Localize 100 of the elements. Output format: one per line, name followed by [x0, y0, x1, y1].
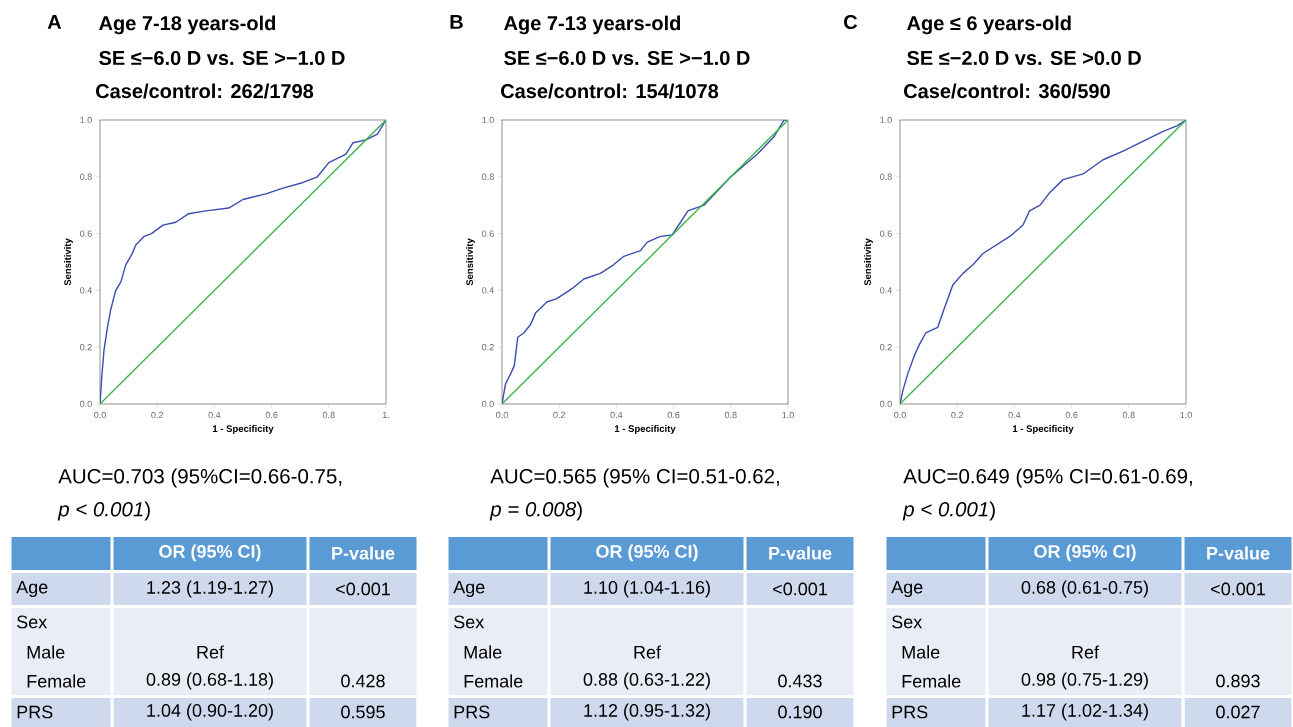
text: Age — [891, 580, 923, 598]
y-tick-label: 0.0 — [80, 400, 92, 408]
x-tick-label: 0.6 — [1065, 411, 1078, 419]
text: AUC=0.703 (95%CI=0.66-0.75, — [58, 468, 342, 488]
text: P-value — [332, 546, 395, 560]
text: p < 0.001) — [57, 501, 150, 521]
y-tick-label: 1.0 — [80, 116, 92, 124]
text: 1.12 (0.95-1.32) — [584, 703, 710, 721]
y-tick-label: 0.6 — [482, 230, 494, 237]
x-tick-label: 0.4 — [1008, 411, 1021, 419]
text: Ref — [197, 645, 225, 659]
text: C — [844, 14, 858, 30]
text: 0.428 — [341, 674, 385, 688]
text: 1.10 (1.04-1.16) — [584, 580, 710, 598]
text: OR (95% CI) — [596, 544, 698, 562]
text: P-value — [769, 546, 832, 560]
x-tick-label: 0.4 — [610, 411, 623, 419]
text: P-value — [1207, 546, 1270, 560]
text: AUC=0.649 (95% CI=0.61-0.69, — [903, 468, 1192, 488]
y-tick-label: 0.6 — [80, 230, 92, 237]
text: Male — [464, 645, 502, 659]
text: 0.190 — [778, 705, 822, 719]
chart-title: Age 7-18 years-old — [99, 15, 276, 35]
chart-title: Age ≤ 6 years-old — [907, 15, 1071, 35]
y-tick-label: 0.2 — [482, 343, 494, 351]
y-tick-label: 0.4 — [80, 287, 92, 294]
text: PRS — [454, 705, 490, 719]
y-tick-label: 0.0 — [880, 400, 892, 408]
text: OR (95% CI) — [159, 544, 261, 562]
text: PRS — [17, 705, 53, 719]
text: Sex — [892, 615, 923, 629]
text: Ref — [1072, 645, 1100, 659]
x-tick-label: 0.2 — [151, 411, 164, 419]
text: AUC=0.565 (95% CI=0.51-0.62, — [490, 468, 779, 488]
x-tick-label: 0.0 — [894, 411, 906, 419]
text: 1.04 (0.90-1.20) — [147, 703, 273, 721]
x-tick-label: 0.0 — [94, 411, 106, 419]
x-tick-label: 0.6 — [265, 411, 278, 419]
y-tick-label: 1.0 — [880, 116, 892, 124]
x-axis-title: 1 - Specificity — [614, 425, 676, 434]
x-axis-title: 1 - Specificity — [212, 425, 274, 434]
text: Female — [902, 674, 961, 688]
text: A — [47, 15, 62, 29]
chart-subtitle: SE ≤−6.0 D vs. SE >−1.0 D — [504, 50, 750, 66]
y-tick-label: 0.6 — [880, 230, 892, 237]
text: <0.001 — [1211, 582, 1265, 596]
text: OR (95% CI) — [1034, 544, 1136, 562]
text: Sex — [17, 615, 48, 629]
x-tick-label: 0.8 — [1122, 411, 1135, 419]
x-tick-label: 0.6 — [667, 411, 680, 419]
y-tick-label: 0.2 — [880, 343, 892, 351]
text: Male — [27, 645, 65, 659]
chart-subtitle: SE ≤−6.0 D vs. SE >−1.0 D — [99, 50, 345, 66]
line-series — [502, 119, 789, 404]
x-axis-title: 1 - Specificity — [1012, 425, 1074, 434]
text: 0.433 — [778, 674, 822, 688]
text: Female — [464, 674, 523, 688]
text: Age — [16, 580, 48, 598]
text: <0.001 — [336, 582, 390, 596]
text: Age — [453, 580, 485, 598]
text: 0.893 — [1216, 674, 1260, 688]
y-tick-label: 0.8 — [80, 173, 92, 180]
text: 0.98 (0.75-1.29) — [1021, 672, 1148, 690]
x-tick-label: 1.0 — [1180, 411, 1192, 419]
y-tick-label: 0.2 — [80, 343, 92, 351]
text: B — [450, 15, 463, 29]
text: Ref — [634, 645, 662, 659]
x-tick-label: 0.8 — [322, 411, 335, 419]
text: Sex — [454, 615, 485, 629]
y-tick-label: 0.4 — [880, 287, 892, 294]
text: 0.89 (0.68-1.18) — [146, 672, 273, 690]
text: 0.595 — [341, 705, 385, 719]
text: Case/control: 360/590 — [904, 83, 1110, 99]
text: 0.88 (0.63-1.22) — [583, 672, 710, 690]
text: Case/control: 154/1078 — [501, 83, 719, 99]
text: PRS — [892, 705, 928, 719]
text: Female — [27, 674, 86, 688]
x-tick-label: 0.2 — [951, 411, 964, 419]
text: p < 0.001) — [902, 501, 995, 521]
text: 1.23 (1.19-1.27) — [147, 580, 273, 598]
text: <0.001 — [773, 582, 827, 596]
x-tick-label: 1. — [382, 411, 389, 418]
text: 0.68 (0.61-0.75) — [1021, 580, 1148, 598]
y-tick-label: 0.8 — [880, 173, 892, 180]
chart-subtitle: SE ≤−2.0 D vs. SE >0.0 D — [907, 50, 1141, 66]
text: Male — [902, 645, 940, 659]
x-tick-label: 0.8 — [724, 411, 737, 419]
x-tick-label: 0.4 — [208, 411, 221, 419]
text: 1.17 (1.02-1.34) — [1022, 703, 1148, 721]
y-axis-title: Sensitivity — [863, 238, 873, 286]
y-tick-label: 0.0 — [482, 400, 494, 408]
x-tick-label: 0.0 — [496, 411, 508, 419]
y-tick-label: 0.8 — [482, 173, 494, 180]
y-tick-label: 1.0 — [482, 116, 494, 124]
x-tick-label: 0.2 — [553, 411, 566, 419]
x-tick-label: 1.0 — [782, 411, 794, 419]
y-tick-label: 0.4 — [482, 287, 494, 294]
y-axis-title: Sensitivity — [465, 238, 475, 286]
text: p = 0.008) — [489, 501, 582, 521]
text: Case/control: 262/1798 — [96, 83, 314, 99]
